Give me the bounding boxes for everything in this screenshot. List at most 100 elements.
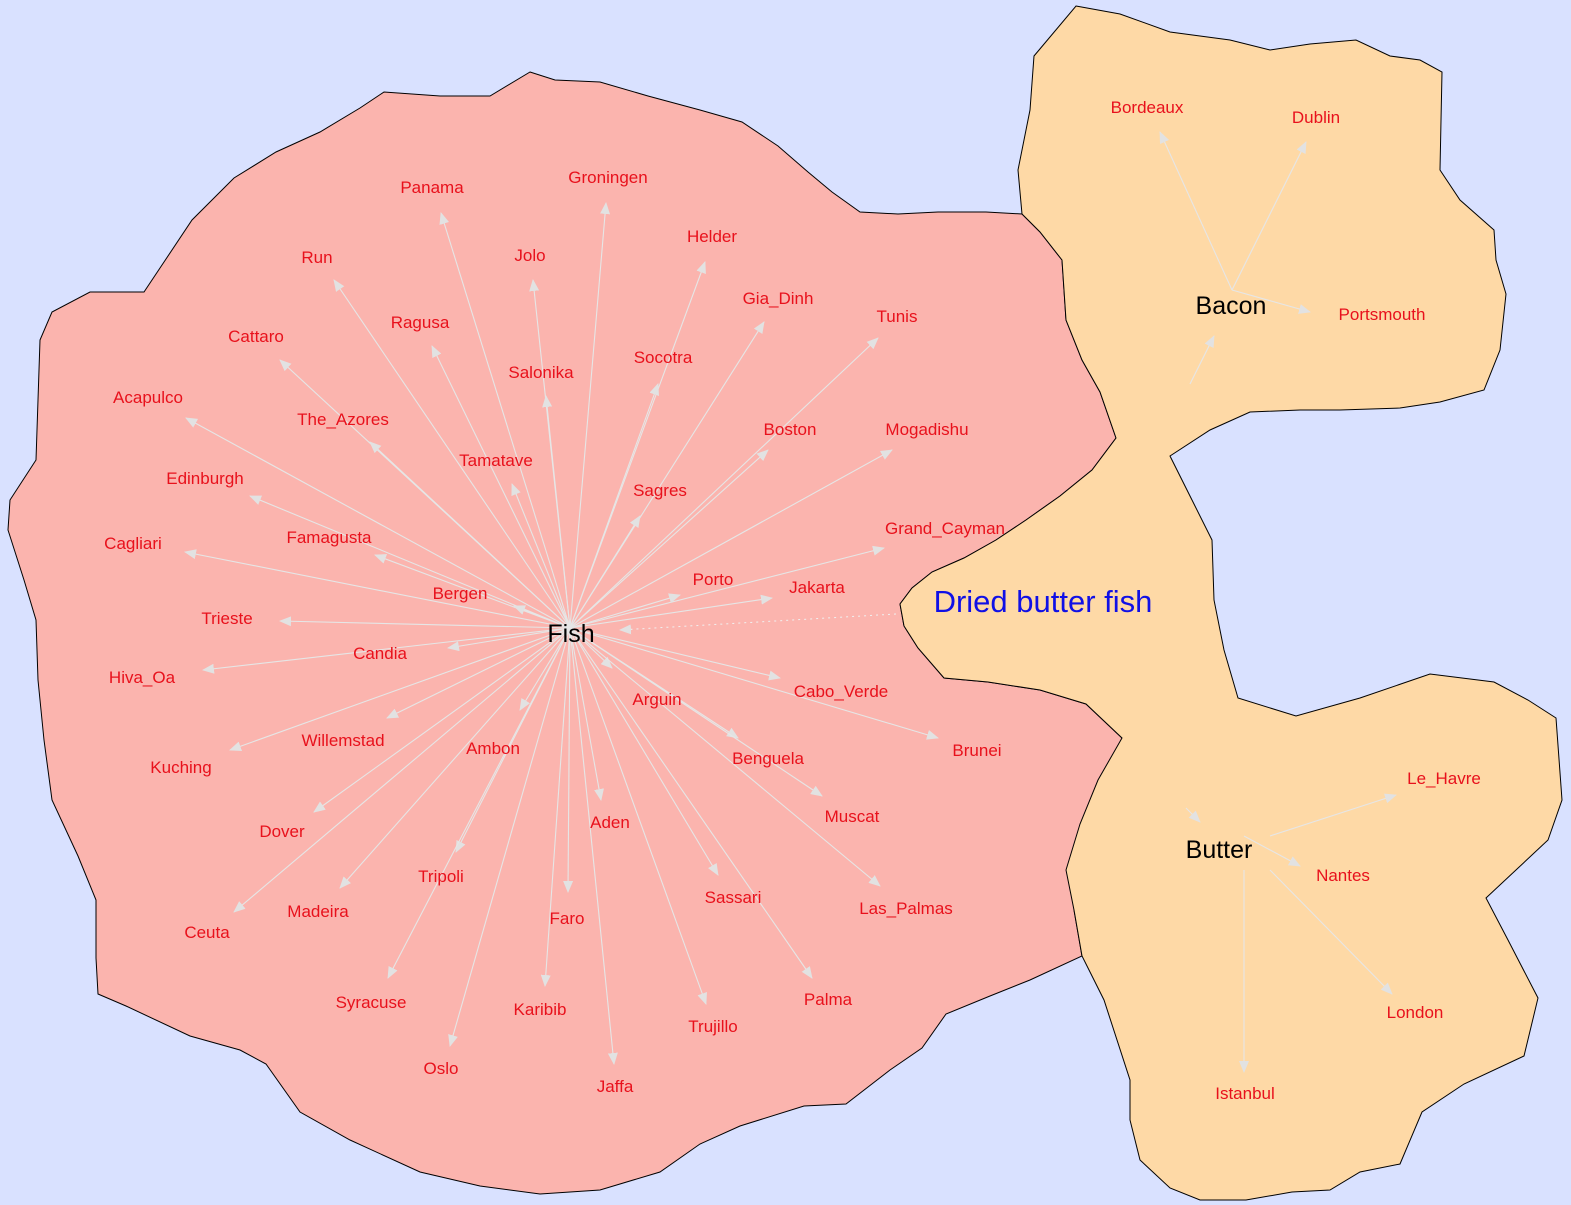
edge-arrow bbox=[374, 554, 571, 629]
hub-butter: Butter bbox=[1186, 836, 1253, 864]
city-label: Mogadishu bbox=[885, 420, 968, 439]
cluster-label: Dried butter fish bbox=[934, 584, 1153, 619]
hub-bacon: Bacon bbox=[1196, 292, 1267, 320]
city-label: Oslo bbox=[424, 1059, 459, 1078]
edge-arrow bbox=[569, 593, 681, 629]
city-label: Run bbox=[301, 248, 332, 267]
edge-arrow bbox=[569, 627, 604, 801]
city-label: Ambon bbox=[466, 739, 520, 758]
city-label: Tamatave bbox=[459, 451, 533, 470]
city-label: Jakarta bbox=[789, 578, 845, 597]
city-label: Ceuta bbox=[184, 923, 230, 942]
edge-arrow bbox=[339, 627, 571, 889]
city-label: Acapulco bbox=[113, 388, 183, 407]
city-label: Tunis bbox=[877, 307, 918, 326]
edge-arrow bbox=[569, 545, 885, 629]
edge-arrow bbox=[447, 627, 571, 652]
city-label: Las_Palmas bbox=[859, 899, 953, 918]
city-label: Hiva_Oa bbox=[109, 668, 176, 687]
city-label: Istanbul bbox=[1215, 1084, 1275, 1103]
city-label: Karibib bbox=[514, 1000, 567, 1019]
edge-arrow bbox=[569, 627, 813, 979]
edge-arrow bbox=[387, 627, 571, 979]
edge-arrow bbox=[619, 613, 897, 635]
edge-arrow bbox=[313, 627, 571, 813]
edge-arrow bbox=[569, 627, 618, 1065]
edge-arrow bbox=[569, 627, 781, 681]
city-label: Edinburgh bbox=[166, 469, 244, 488]
edge-arrow bbox=[333, 279, 571, 629]
edge-arrow bbox=[369, 441, 571, 629]
edge-arrow bbox=[569, 627, 719, 876]
city-label: Candia bbox=[353, 644, 407, 663]
edge-arrow bbox=[448, 627, 571, 1047]
city-label: Dover bbox=[259, 822, 305, 841]
edge-arrow bbox=[1185, 807, 1201, 823]
edge-arrow bbox=[229, 627, 571, 751]
city-label: Gia_Dinh bbox=[743, 289, 814, 308]
city-label: Grand_Cayman bbox=[885, 519, 1005, 538]
edge-arrow bbox=[540, 627, 571, 987]
edge-arrow bbox=[1231, 141, 1307, 291]
city-label: Portsmouth bbox=[1339, 305, 1426, 324]
city-label: Bergen bbox=[433, 584, 488, 603]
city-label: Brunei bbox=[952, 741, 1001, 760]
edge-arrow bbox=[542, 395, 571, 629]
edge-arrow bbox=[569, 202, 611, 629]
edge-arrow bbox=[1243, 835, 1301, 867]
edge-arrow bbox=[1189, 335, 1215, 385]
edge-arrow bbox=[439, 212, 571, 629]
city-label: Faro bbox=[550, 909, 585, 928]
city-label: Jolo bbox=[514, 246, 545, 265]
city-label: Willemstad bbox=[301, 731, 384, 750]
city-label: Arguin bbox=[632, 690, 681, 709]
city-label: Madeira bbox=[287, 902, 349, 921]
edge-arrow bbox=[184, 549, 571, 629]
city-label: Boston bbox=[764, 420, 817, 439]
dried-butter-fish-region bbox=[899, 5, 1563, 1201]
city-label: Jaffa bbox=[597, 1077, 634, 1096]
edge-arrow bbox=[233, 627, 571, 913]
city-label: Sassari bbox=[705, 888, 762, 907]
edge-arrow bbox=[1269, 869, 1393, 995]
city-label: Salonika bbox=[508, 363, 574, 382]
edge-arrow bbox=[1269, 793, 1397, 837]
city-label: Trieste bbox=[201, 609, 252, 628]
city-label: Famagusta bbox=[286, 528, 372, 547]
city-label: The_Azores bbox=[297, 410, 389, 429]
edge-arrow bbox=[513, 605, 571, 629]
city-label: Tripoli bbox=[418, 867, 464, 886]
city-label: Kuching bbox=[150, 758, 211, 777]
city-label: Muscat bbox=[825, 807, 880, 826]
edge-arrow bbox=[569, 627, 939, 740]
city-label: Bordeaux bbox=[1111, 98, 1184, 117]
edge-arrow bbox=[1231, 289, 1311, 314]
city-label: Syracuse bbox=[336, 993, 407, 1012]
city-label: Palma bbox=[804, 990, 853, 1009]
edge-arrow bbox=[569, 594, 773, 629]
edge-arrow bbox=[202, 627, 571, 674]
city-label: Trujillo bbox=[688, 1017, 737, 1036]
edge-arrow bbox=[569, 627, 823, 797]
city-label: Porto bbox=[693, 570, 734, 589]
city-label: Groningen bbox=[568, 168, 647, 187]
edge-arrow bbox=[511, 483, 571, 629]
city-label: Nantes bbox=[1316, 866, 1370, 885]
city-label: Panama bbox=[400, 178, 464, 197]
edge-arrow bbox=[519, 627, 571, 711]
edge-arrow bbox=[569, 627, 881, 887]
edge-arrow bbox=[569, 627, 613, 669]
edge-arrow bbox=[569, 627, 707, 1005]
edge-arrow bbox=[569, 449, 769, 629]
edge-arrow bbox=[563, 627, 574, 893]
edges-layer bbox=[184, 131, 1397, 1073]
city-label: Cagliari bbox=[104, 534, 162, 553]
city-label: Le_Havre bbox=[1407, 769, 1481, 788]
edge-arrow bbox=[279, 616, 571, 629]
city-label: Ragusa bbox=[391, 313, 450, 332]
city-label: Dublin bbox=[1292, 108, 1340, 127]
edge-arrow bbox=[569, 337, 879, 629]
city-label: London bbox=[1387, 1003, 1444, 1022]
city-label: Aden bbox=[590, 813, 630, 832]
city-label: Cattaro bbox=[228, 327, 284, 346]
